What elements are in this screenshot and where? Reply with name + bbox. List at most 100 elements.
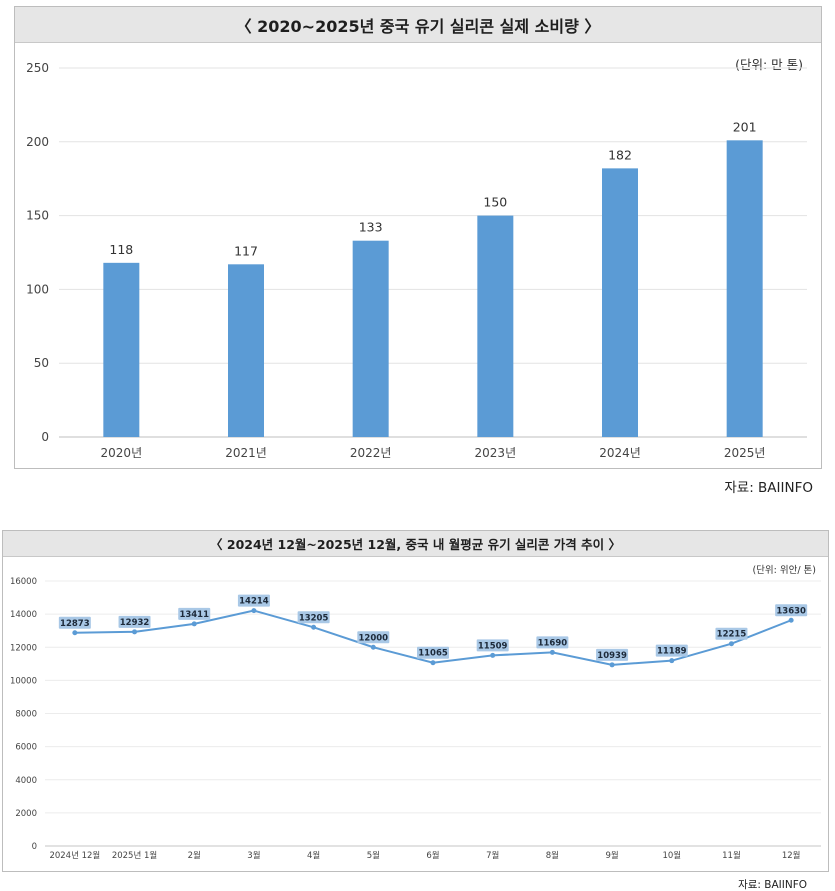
price-point (728, 641, 734, 647)
x-tick-label: 2021년 (225, 446, 267, 460)
x-tick-label: 4월 (307, 850, 320, 861)
x-tick-label: 2월 (188, 850, 201, 861)
y-tick-label: 12000 (10, 643, 37, 653)
x-tick-label: 7월 (486, 850, 499, 861)
price-data-label-bg (775, 604, 808, 617)
price-data-label-bg (655, 644, 688, 657)
price-data-label-bg (357, 631, 390, 644)
price-data-label-text: 11509 (478, 641, 508, 651)
price-point (549, 649, 555, 655)
price-data-label: 11189 (655, 644, 688, 657)
price-point (311, 624, 317, 630)
price-data-label-text: 13630 (776, 606, 806, 616)
price-data-label-bg (178, 607, 211, 620)
consumption-source: 자료: BAIINFO (724, 480, 813, 496)
y-tick-label: 6000 (15, 743, 37, 753)
x-tick-label: 2024년 12월 (49, 850, 100, 861)
x-tick-label: 2022년 (350, 446, 392, 460)
price-data-label-bg (417, 646, 449, 659)
price-point (191, 621, 197, 627)
x-tick-label: 8월 (546, 850, 559, 861)
price-point (788, 617, 794, 623)
price-point (72, 630, 78, 636)
y-tick-label: 14000 (10, 610, 37, 620)
price-data-label: 13205 (297, 611, 330, 624)
bar (228, 264, 264, 437)
x-tick-label: 2025년 1월 (112, 850, 157, 861)
bar-data-label: 150 (483, 195, 507, 210)
bar (103, 262, 140, 437)
y-tick-label: 200 (26, 135, 49, 149)
price-source: 자료: BAIINFO (738, 879, 807, 891)
price-data-label: 12000 (357, 631, 390, 644)
price-data-label: 12873 (58, 616, 91, 629)
price-data-label: 11509 (476, 639, 509, 652)
price-data-label-text: 12932 (120, 618, 150, 628)
price-point (251, 608, 257, 614)
x-tick-label: 2020년 (101, 446, 143, 460)
bar-data-label: 133 (359, 220, 383, 235)
y-tick-label: 4000 (15, 776, 37, 786)
x-tick-label: 10월 (662, 850, 681, 861)
price-chart-title: 〈 2024년 12월~2025년 12월, 중국 내 월평균 유기 실리콘 가… (3, 531, 828, 557)
price-point (132, 629, 138, 635)
x-tick-label: 5월 (367, 850, 380, 861)
price-data-label: 13411 (178, 607, 211, 620)
x-tick-label: 2025년 (724, 446, 766, 460)
bar (352, 240, 389, 437)
price-line-chart: 0 2000 4000 6000 8000 10000 12000 14000 16000 128… (10, 577, 821, 861)
price-data-label: 12215 (715, 627, 748, 640)
price-data-label-bg (596, 648, 629, 661)
y-tick-label: 0 (32, 842, 37, 852)
y-tick-label: 50 (34, 356, 49, 370)
y-tick-label: 2000 (15, 809, 37, 819)
price-data-label-text: 13205 (299, 613, 329, 623)
bar (602, 168, 638, 438)
bar-data-label: 182 (608, 147, 632, 162)
y-tick-label: 150 (26, 209, 49, 223)
price-data-label: 10939 (596, 648, 629, 661)
consumption-bar-chart: 0 50 100 150 200 250 118 2020년 117 2021년 133 2022년 1… (26, 61, 807, 460)
price-data-label-text: 14214 (239, 597, 269, 607)
price-data-label-bg (715, 627, 748, 640)
consumption-chart-panel: 〈 2020~2025년 중국 유기 실리콘 실제 소비량 〉 (단위: 만 톤… (14, 6, 822, 469)
price-data-label-bg (536, 636, 569, 649)
price-data-label-text: 10939 (597, 651, 627, 661)
price-point (669, 658, 675, 664)
y-tick-label: 10000 (10, 676, 37, 686)
x-tick-label: 2023년 (475, 446, 517, 460)
price-point (370, 644, 376, 650)
price-data-label-text: 11690 (538, 638, 568, 648)
y-tick-label: 8000 (15, 710, 37, 720)
price-data-label-bg (237, 594, 270, 607)
bar-data-label: 201 (733, 119, 757, 134)
y-tick-label: 250 (26, 61, 49, 75)
bar (726, 140, 763, 437)
x-tick-label: 11월 (722, 850, 741, 861)
price-data-label: 11065 (417, 646, 449, 659)
y-tick-label: 100 (26, 282, 49, 296)
bar-data-label: 118 (109, 242, 133, 257)
price-data-label: 14214 (237, 594, 270, 607)
y-tick-label: 16000 (10, 577, 37, 587)
price-data-label-bg (58, 616, 91, 629)
price-data-label-text: 12000 (359, 633, 389, 643)
price-point (490, 652, 496, 658)
price-data-label-bg (476, 639, 509, 652)
y-tick-label: 0 (41, 430, 49, 444)
x-tick-label: 9월 (605, 850, 618, 861)
price-data-label-text: 11065 (418, 649, 448, 659)
price-point (430, 660, 436, 666)
x-tick-label: 3월 (247, 850, 260, 861)
price-chart-panel: 〈 2024년 12월~2025년 12월, 중국 내 월평균 유기 실리콘 가… (2, 530, 829, 872)
price-data-label-text: 11189 (657, 647, 687, 657)
x-tick-label: 12월 (782, 850, 801, 861)
x-tick-label: 6월 (426, 850, 439, 861)
price-data-label: 12932 (118, 615, 151, 628)
price-data-label-bg (118, 615, 151, 628)
price-unit-label: (단위: 위안/ 톤) (752, 565, 816, 576)
price-data-label-text: 12873 (60, 619, 90, 629)
consumption-chart-title: 〈 2020~2025년 중국 유기 실리콘 실제 소비량 〉 (15, 7, 821, 43)
price-data-label-text: 12215 (717, 630, 747, 640)
bar-data-label: 117 (234, 243, 258, 258)
